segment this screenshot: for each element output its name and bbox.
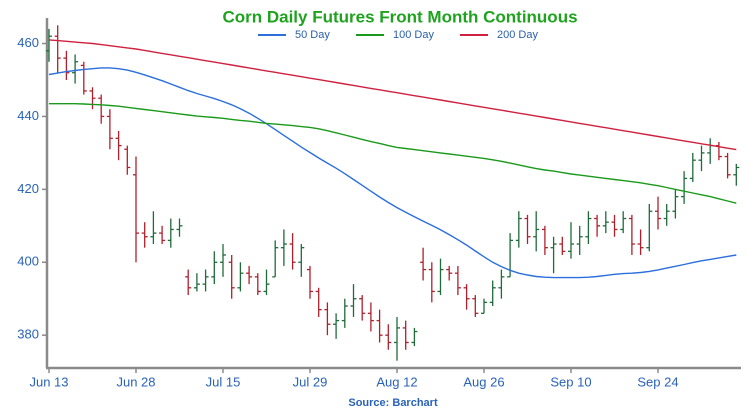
y-tick-label: 460 (17, 35, 39, 50)
moving-average-line (48, 67, 737, 279)
y-tick-label: 420 (17, 181, 39, 196)
x-tick-label: Jul 29 (293, 374, 328, 389)
legend-label: 100 Day (393, 29, 434, 41)
moving-average-line (48, 39, 737, 151)
x-tick-label: Aug 12 (376, 374, 417, 389)
y-tick-label: 380 (17, 327, 39, 342)
moving-average-line (49, 103, 737, 204)
legend-label: 200 Day (497, 29, 538, 41)
legend-label: 50 Day (295, 29, 330, 41)
y-tick-label: 440 (17, 108, 39, 123)
y-tick-label: 400 (17, 254, 39, 269)
source-note: Source: Barchart (348, 397, 438, 409)
x-tick-label: Aug 26 (463, 374, 504, 389)
x-tick-label: Jun 28 (116, 374, 155, 389)
x-tick-label: Sep 10 (550, 374, 591, 389)
chart-title: Corn Daily Futures Front Month Continuou… (222, 7, 577, 26)
x-tick-label: Jul 15 (206, 374, 241, 389)
x-tick-label: Jun 13 (29, 374, 68, 389)
x-tick-label: Sep 24 (637, 374, 678, 389)
